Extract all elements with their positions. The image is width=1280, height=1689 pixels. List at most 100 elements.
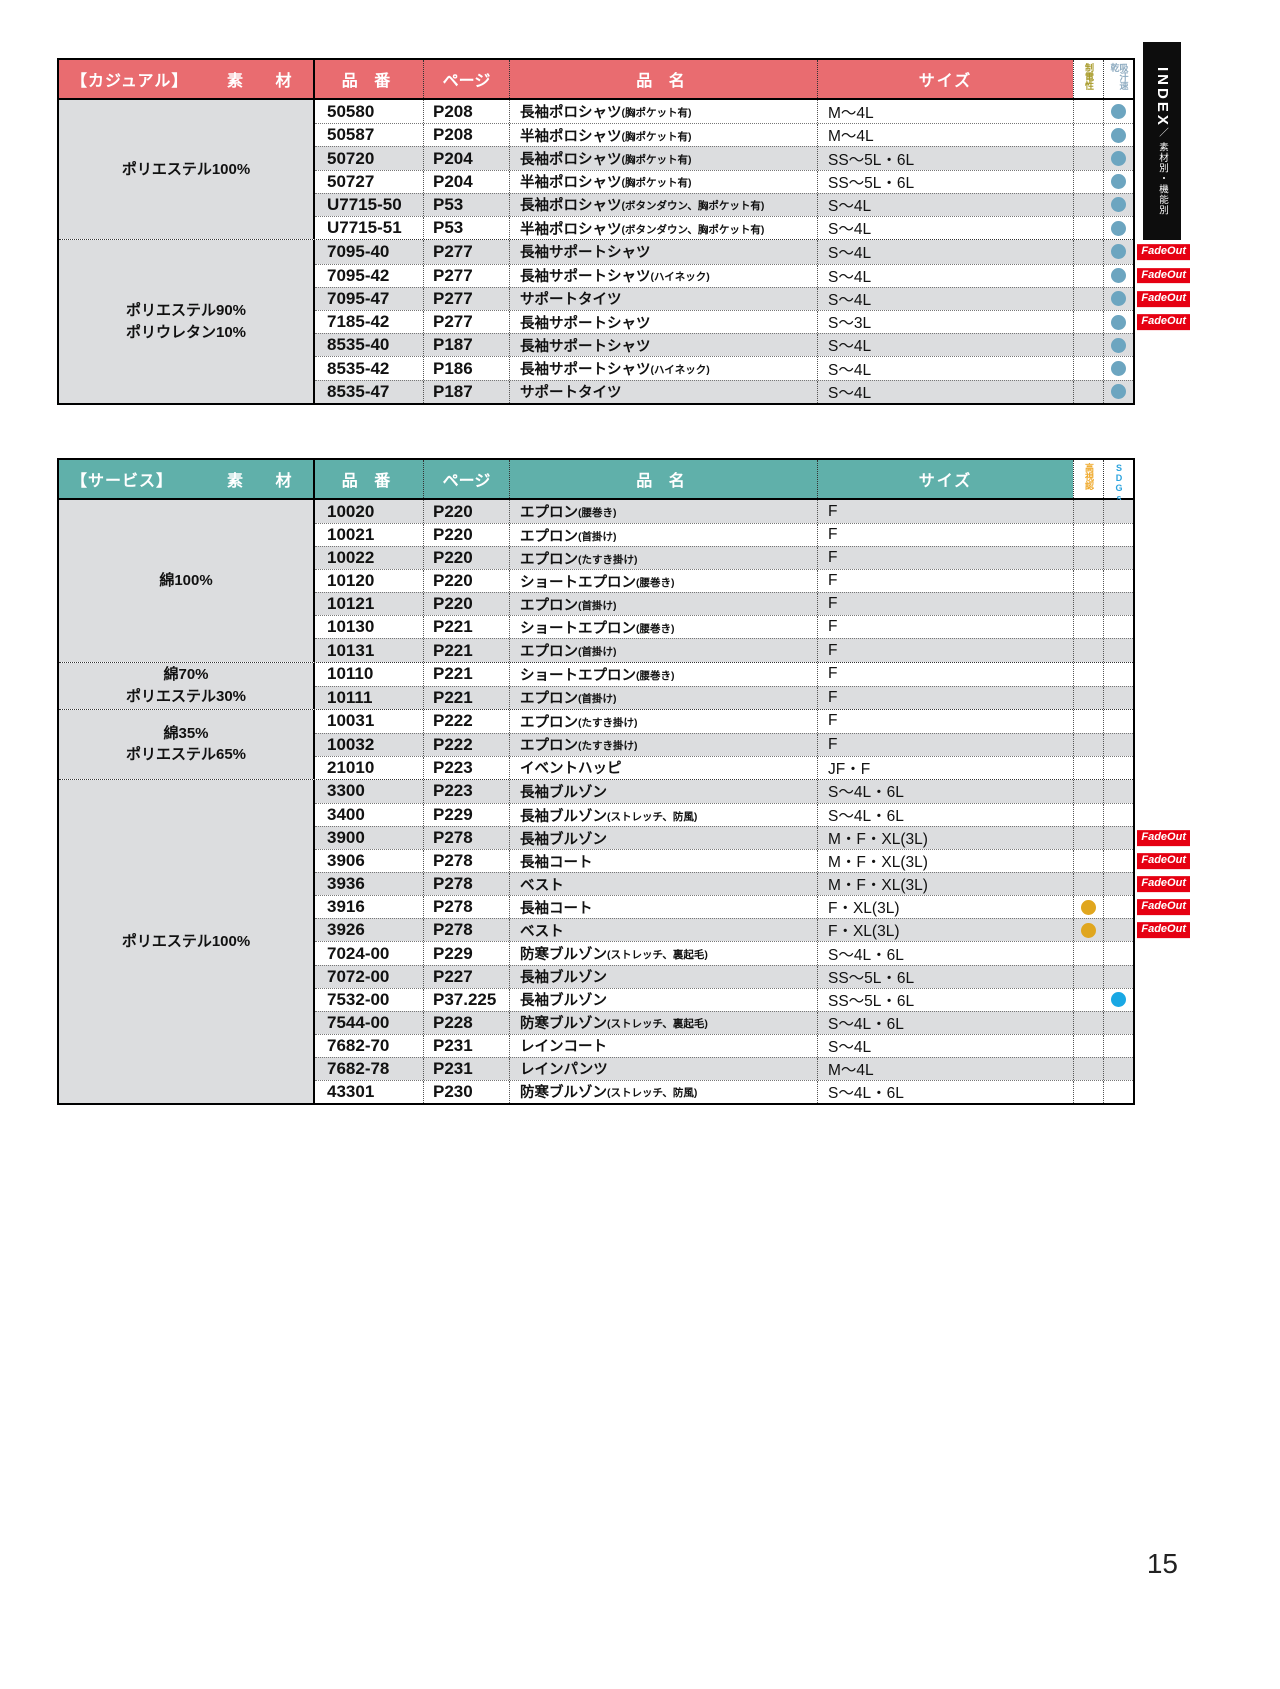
item-code: 7185-42: [327, 312, 390, 332]
item-code: 50720: [327, 148, 375, 168]
table-row: 10130 P221 ショートエプロン (腰巻き) F: [315, 615, 1133, 639]
size-range: M・F・XL(3L): [817, 873, 1073, 896]
f1-cell: [1073, 1080, 1103, 1104]
item-code: 10131: [327, 640, 375, 660]
item-name-cell: 長袖ブルゾン: [509, 988, 817, 1011]
page-ref: P53: [423, 193, 509, 217]
item-name: 長袖ブルゾン: [520, 970, 607, 987]
size-range: F・XL(3L): [817, 919, 1073, 942]
page-ref: P186: [423, 357, 509, 380]
item-name-note: (ストレッチ、裏起毛): [607, 1018, 708, 1031]
f1-cell: [1073, 147, 1103, 170]
item-name: レインパンツ: [520, 1062, 608, 1079]
table-row: 3936 P278 ベスト M・F・XL(3L) FadeOut: [315, 872, 1190, 896]
f1-cell: [1073, 287, 1103, 310]
table-row: 10020 P220 エプロン (腰巻き) F: [315, 500, 1133, 524]
fadeout-badge: FadeOut: [1137, 853, 1190, 870]
item-code: 21010: [327, 757, 375, 777]
f1-cell: [1073, 965, 1103, 988]
item-name-cell: エプロン (たすき掛け): [509, 709, 817, 733]
f2-cell: [1103, 124, 1133, 147]
item-code: U7715-51: [327, 218, 402, 238]
item-code: 10111: [327, 687, 373, 707]
item-name-note: (ストレッチ、防風): [607, 810, 698, 823]
item-name: 長袖サポートシャツ: [520, 315, 651, 332]
material-group: ポリエステル90% ポリウレタン10% 7095-40 P277 長袖サポートシャツ S…: [59, 239, 1190, 403]
item-name: 長袖ブルゾン: [520, 808, 607, 825]
category-label: 【カジュアル】: [71, 73, 189, 90]
item-name-note: (首掛け): [578, 599, 617, 612]
f1-cell: [1073, 942, 1103, 965]
casual-index-table: 【カジュアル】 素 材品 番ページ品 名サイズ 制電性 吸汗速乾 ポリエステル100% 5…: [57, 58, 1190, 405]
item-code: 10032: [327, 734, 375, 754]
f2-cell: [1103, 217, 1133, 240]
f1-cell: [1073, 100, 1103, 124]
f1-column-header: 制電性: [1073, 60, 1103, 98]
item-code: 7095-40: [327, 241, 390, 261]
item-code: 8535-42: [327, 358, 390, 378]
f2-cell: [1103, 733, 1133, 756]
item-name-cell: レインコート: [509, 1034, 817, 1057]
feature-column-label: SDGs: [1114, 463, 1124, 503]
table-row: 10111 P221 エプロン (首掛け) F: [315, 685, 1133, 709]
table-row: 3900 P278 長袖ブルゾン M・F・XL(3L) FadeOut: [315, 826, 1190, 850]
page-ref: P220: [423, 570, 509, 593]
size-range: F: [817, 524, 1073, 547]
page-ref: P222: [423, 733, 509, 756]
page-ref: P221: [423, 616, 509, 639]
f2-cell: [1103, 310, 1133, 334]
item-name-cell: 防寒ブルゾン (ストレッチ、裏起毛): [509, 942, 817, 965]
page-ref: P227: [423, 965, 509, 988]
item-name: 長袖サポートシャツ: [520, 269, 651, 286]
index-tab-subtitle: ／ 素材別・機能別: [1157, 127, 1168, 216]
f2-cell: [1103, 662, 1133, 686]
size-range: SS〜5L・6L: [817, 170, 1073, 193]
page-ref: P229: [423, 942, 509, 965]
item-code: 7024-00: [327, 943, 390, 963]
item-name: 防寒ブルゾン: [520, 947, 607, 964]
item-name-cell: サポートタイツ: [509, 380, 817, 403]
f1-cell: [1073, 593, 1103, 616]
item-code: U7715-50: [327, 194, 402, 214]
item-code: 50727: [327, 171, 375, 191]
f1-cell: [1073, 357, 1103, 380]
feature-column-label: 吸汗速乾: [1109, 63, 1129, 90]
table-row: U7715-51 P53 半袖ポロシャツ (ボタンダウン、胸ポケット有) S〜4L: [315, 216, 1133, 240]
size-range: S〜4L・6L: [817, 1080, 1073, 1104]
item-name-note: (ボタンダウン、胸ポケット有): [621, 223, 765, 236]
material-cell: 綿100%: [59, 500, 313, 662]
f1-cell: [1073, 988, 1103, 1011]
f1-cell: [1073, 616, 1103, 639]
item-name-cell: 長袖ブルゾン (ストレッチ、防風): [509, 804, 817, 827]
page-ref: P37.225: [423, 988, 509, 1011]
item-name: ベスト: [520, 877, 564, 894]
table-row: 10121 P220 エプロン (首掛け) F: [315, 592, 1133, 616]
f2-dot: [1111, 337, 1126, 353]
material-cell: ポリエステル100%: [59, 100, 313, 240]
f2-cell: [1103, 264, 1133, 287]
page-column-header: ページ: [423, 60, 509, 98]
item-name: エプロン: [520, 644, 578, 660]
group-rows: 50580 P208 長袖ポロシャツ (胸ポケット有) M〜4L 50587 P208 半袖ポ…: [313, 100, 1133, 240]
f2-dot: [1111, 244, 1126, 260]
item-code: 10031: [327, 711, 375, 731]
table-row: 7532-00 P37.225 長袖ブルゾン SS〜5L・6L: [315, 987, 1133, 1011]
size-range: F: [817, 547, 1073, 570]
name-column-header: 品 名: [509, 60, 817, 98]
f2-cell: [1103, 873, 1133, 896]
f1-cell: [1073, 170, 1103, 193]
item-name: 長袖コート: [520, 854, 593, 871]
f2-column-header: SDGs: [1103, 460, 1133, 503]
item-name: 長袖ポロシャツ: [520, 105, 622, 122]
f1-cell: [1073, 804, 1103, 827]
item-name-note: (たすき掛け): [578, 716, 638, 729]
item-code: 3400: [327, 805, 365, 825]
size-range: S〜4L: [817, 334, 1073, 357]
f2-cell: [1103, 100, 1133, 124]
page-ref: P220: [423, 593, 509, 616]
f1-cell: [1073, 686, 1103, 709]
table-row: 7095-42 P277 長袖サポートシャツ (ハイネック) S〜4L FadeOut: [315, 263, 1190, 287]
size-range: SS〜5L・6L: [817, 988, 1073, 1011]
item-name-cell: レインパンツ: [509, 1057, 817, 1080]
material-header-label: 素 材: [227, 73, 306, 90]
